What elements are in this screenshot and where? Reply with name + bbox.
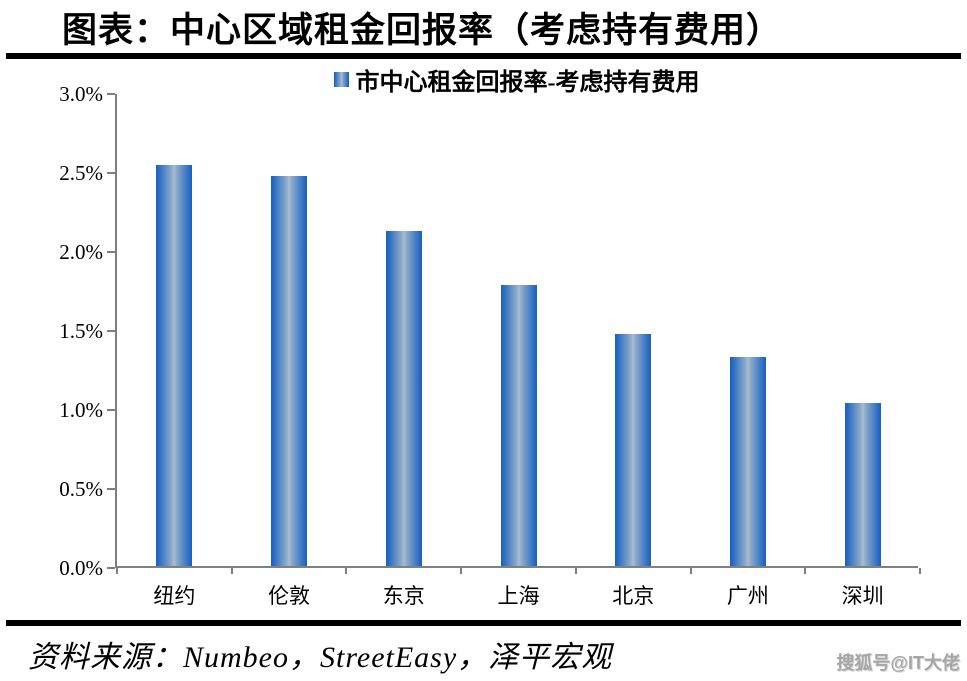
category-label: 纽约: [153, 584, 196, 608]
y-tick-label: 1.5%: [59, 319, 103, 343]
y-tick-label: 2.5%: [59, 161, 103, 185]
y-axis-tick: [107, 567, 115, 569]
x-axis-tick: [919, 568, 921, 574]
chart-legend: 市中心租金回报率-考虑持有费用: [115, 62, 918, 97]
y-tick-label: 0.0%: [59, 556, 103, 580]
legend-marker-icon: [333, 72, 349, 87]
y-tick-label: 0.5%: [59, 477, 103, 501]
category-label: 深圳: [841, 584, 884, 608]
bar-纽约: [156, 164, 193, 566]
bar-北京: [615, 333, 652, 566]
category-label: 伦敦: [268, 584, 311, 608]
y-tick-label: 3.0%: [59, 82, 103, 106]
x-axis-tick: [460, 568, 463, 574]
bar-深圳: [844, 403, 881, 566]
y-axis-tick: [107, 330, 115, 332]
category-label: 广州: [726, 584, 769, 608]
x-axis-tick: [804, 568, 807, 574]
y-axis-tick: [107, 409, 115, 411]
x-axis-tick: [574, 568, 577, 574]
bar-上海: [500, 284, 537, 566]
bar-东京: [385, 231, 422, 566]
source-attribution: 资料来源：Numbeo，StreetEasy，泽平宏观: [28, 641, 613, 674]
category-label: 东京: [382, 584, 425, 608]
x-axis-tick: [345, 568, 348, 574]
plot-area: 0.0% 0.5% 1.0% 1.5% 2.0% 2.5% 3.0% 纽约 伦敦 东京 上海 北京 广州…: [59, 82, 921, 608]
y-axis-tick: [107, 93, 115, 95]
x-axis-tick: [230, 568, 233, 574]
bar-广州: [729, 357, 766, 566]
category-label: 上海: [497, 584, 540, 608]
y-tick-label: 2.0%: [59, 240, 103, 264]
category-label: 北京: [612, 584, 655, 608]
title-divider-rule: [6, 53, 961, 59]
y-axis-tick: [107, 488, 115, 490]
legend-label: 市中心租金回报率-考虑持有费用: [355, 70, 700, 96]
y-axis-tick: [107, 172, 115, 174]
page-title: 图表：中心区域租金回报率（考虑持有费用）: [62, 11, 783, 50]
x-axis-tick: [116, 568, 118, 574]
y-axis-tick: [107, 251, 115, 253]
y-tick-label: 1.0%: [59, 398, 103, 422]
footer-divider-rule: [6, 620, 961, 626]
watermark: 搜狐号@IT大佬: [836, 653, 960, 673]
bar-伦敦: [271, 175, 308, 566]
x-axis-tick: [689, 568, 692, 574]
